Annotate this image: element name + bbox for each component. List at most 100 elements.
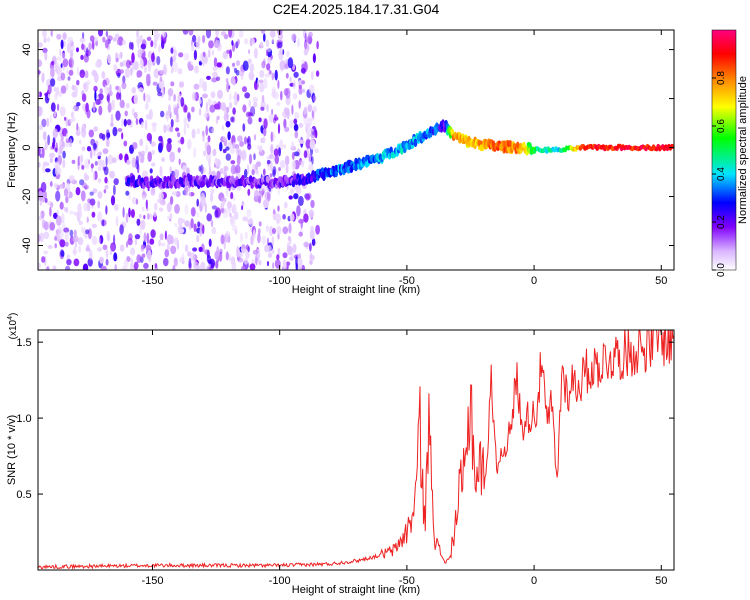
noise-cell xyxy=(190,218,194,229)
noise-cell xyxy=(144,103,149,110)
noise-cell xyxy=(59,90,62,98)
noise-cell xyxy=(160,139,164,150)
noise-cell xyxy=(65,83,69,91)
noise-cell xyxy=(283,144,286,149)
noise-cell xyxy=(173,93,176,102)
noise-cell xyxy=(110,122,114,127)
noise-cell xyxy=(169,196,174,205)
noise-cell xyxy=(232,78,236,86)
noise-cell xyxy=(104,185,109,190)
noise-cell xyxy=(170,118,174,128)
noise-cell xyxy=(78,210,82,218)
noise-cell xyxy=(55,86,60,97)
noise-cell xyxy=(263,78,268,89)
noise-cell xyxy=(257,233,261,244)
noise-cell xyxy=(55,190,61,202)
noise-cell xyxy=(205,108,210,118)
noise-cell xyxy=(260,30,266,34)
noise-cell xyxy=(133,112,138,119)
noise-cell xyxy=(241,200,245,207)
noise-cell xyxy=(114,33,120,39)
noise-cell xyxy=(104,84,108,94)
noise-cell xyxy=(188,30,194,36)
noise-cell xyxy=(271,35,274,44)
noise-cell xyxy=(45,168,51,173)
noise-cell xyxy=(50,67,55,78)
noise-cell xyxy=(204,249,210,255)
noise-cell xyxy=(126,159,131,165)
noise-cell xyxy=(193,49,197,61)
noise-cell xyxy=(99,88,103,95)
noise-cell xyxy=(148,255,152,263)
noise-cell xyxy=(247,58,252,64)
noise-cell xyxy=(114,264,118,270)
noise-cell xyxy=(133,94,139,105)
noise-cell xyxy=(290,251,294,261)
noise-cell xyxy=(208,158,211,168)
noise-cell xyxy=(271,72,275,81)
noise-cell xyxy=(222,148,227,154)
noise-cell xyxy=(247,116,253,125)
noise-cell xyxy=(159,165,163,177)
x-tick-label: -50 xyxy=(399,575,415,587)
noise-cell xyxy=(86,244,90,252)
noise-cell xyxy=(123,259,129,268)
noise-cell xyxy=(222,136,227,142)
noise-cell xyxy=(133,61,139,71)
noise-cell xyxy=(170,56,173,67)
noise-cell xyxy=(239,232,244,243)
noise-cell xyxy=(159,69,166,75)
noise-cell xyxy=(59,183,66,189)
noise-cell xyxy=(97,247,103,252)
noise-cell xyxy=(65,132,69,142)
noise-cell xyxy=(258,259,262,266)
noise-cell xyxy=(47,134,50,146)
noise-cell xyxy=(143,232,147,243)
noise-cell xyxy=(60,39,64,50)
noise-cell xyxy=(259,69,265,78)
noise-cell xyxy=(160,242,166,247)
noise-cell xyxy=(84,174,90,181)
noise-cell xyxy=(47,93,50,99)
noise-cell xyxy=(175,191,181,198)
noise-cell xyxy=(173,49,178,57)
noise-cell xyxy=(145,199,148,209)
noise-cell xyxy=(303,106,308,115)
noise-cell xyxy=(193,223,197,232)
noise-cell xyxy=(311,156,314,165)
noise-cell xyxy=(315,224,320,235)
noise-cell xyxy=(203,150,207,157)
noise-cell xyxy=(131,87,137,94)
noise-cell xyxy=(191,106,195,113)
noise-cell xyxy=(98,165,102,172)
ridge-cell xyxy=(400,147,404,155)
noise-cell xyxy=(47,84,52,95)
noise-cell xyxy=(231,203,237,214)
noise-cell xyxy=(94,90,97,102)
noise-cell xyxy=(173,237,179,245)
noise-cell xyxy=(258,117,262,123)
noise-cell xyxy=(270,160,273,172)
noise-cell xyxy=(248,217,254,227)
noise-cell xyxy=(166,243,170,252)
noise-cell xyxy=(291,104,294,115)
noise-cell xyxy=(128,207,131,218)
noise-cell xyxy=(198,98,202,105)
noise-cell xyxy=(89,191,94,196)
noise-cell xyxy=(102,166,107,171)
noise-cell xyxy=(72,235,79,243)
noise-cell xyxy=(166,202,172,213)
noise-cell xyxy=(282,214,286,220)
noise-cell xyxy=(80,190,86,202)
noise-cell xyxy=(141,150,145,157)
noise-cell xyxy=(248,153,253,165)
noise-cell xyxy=(210,188,215,194)
noise-cell xyxy=(310,71,314,80)
snr-background xyxy=(38,330,674,570)
noise-cell xyxy=(260,106,265,111)
noise-cell xyxy=(109,250,113,256)
noise-cell xyxy=(287,57,294,69)
noise-cell xyxy=(301,63,306,70)
ridge-cell xyxy=(413,140,418,147)
noise-cell xyxy=(193,83,200,90)
